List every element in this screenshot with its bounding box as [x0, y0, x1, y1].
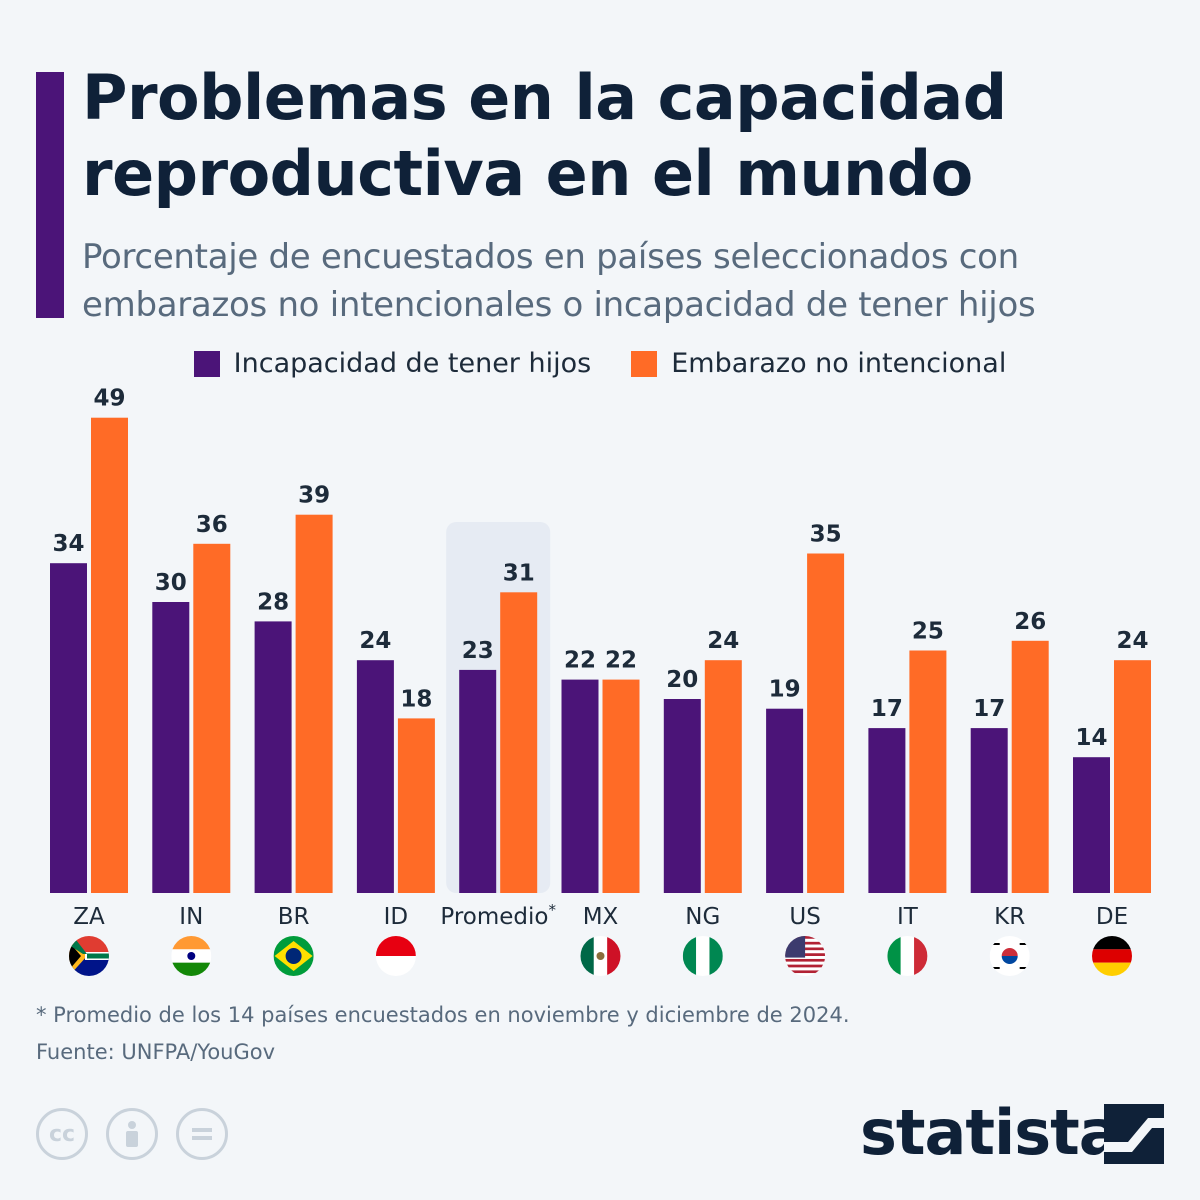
- data-label-id-series-1: 24: [359, 628, 391, 654]
- category-label-kr: KR: [994, 904, 1025, 930]
- statista-logo-text[interactable]: statista: [860, 1096, 1121, 1169]
- data-label-id-series-2: 18: [400, 686, 432, 712]
- bar-kr-series-2: [1011, 640, 1049, 893]
- bar-za-series-1: [50, 563, 87, 893]
- data-label-in-series-1: 30: [155, 570, 187, 596]
- data-label-it-series-2: 25: [912, 619, 944, 645]
- data-label-mx-series-1: 22: [564, 648, 596, 674]
- attribution-icon[interactable]: [106, 1108, 158, 1160]
- data-label-promedio-series-2: 31: [503, 560, 535, 586]
- data-label-kr-series-1: 17: [973, 696, 1005, 722]
- chart-subtitle: Porcentaje de encuestados en países sele…: [82, 237, 1036, 325]
- mx-flag-icon: [580, 936, 621, 976]
- bar-de-series-1: [1073, 757, 1110, 893]
- data-label-mx-series-2: 22: [605, 648, 637, 674]
- data-label-de-series-2: 24: [1116, 628, 1148, 654]
- data-label-br-series-2: 39: [298, 483, 330, 509]
- in-flag-icon: [171, 936, 212, 976]
- bar-it-series-2: [909, 650, 947, 893]
- category-label-in: IN: [179, 904, 203, 930]
- data-label-kr-series-2: 26: [1014, 609, 1046, 635]
- it-flag-icon: [887, 936, 928, 976]
- bar-mx-series-1: [561, 679, 599, 893]
- legend-label-series-2: Embarazo no intencional: [671, 348, 1007, 379]
- legend-label-series-1: Incapacidad de tener hijos: [233, 348, 592, 379]
- kr-flag-icon: [989, 936, 1030, 976]
- br-flag-icon: [273, 936, 314, 976]
- bar-promedio-series-2: [500, 592, 538, 893]
- source-note: Fuente: UNFPA/YouGov: [36, 1040, 276, 1064]
- data-label-us-series-2: 35: [810, 522, 842, 548]
- bar-br-series-1: [254, 621, 292, 893]
- category-label-mx: MX: [583, 904, 619, 930]
- data-label-us-series-1: 19: [769, 677, 801, 703]
- data-label-ng-series-1: 20: [666, 667, 698, 693]
- data-label-ng-series-2: 24: [707, 628, 739, 654]
- bar-ng-series-2: [704, 660, 742, 893]
- bar-mx-series-2: [602, 679, 640, 893]
- de-flag-icon: [1092, 936, 1132, 976]
- chart-title: Problemas en la capacidad reproductiva e…: [82, 61, 1007, 210]
- legend-swatch-series-2: [631, 350, 658, 377]
- title-accent-bar: [36, 72, 64, 318]
- bar-in-series-2: [193, 543, 231, 893]
- category-label-promedio: Promedio*: [440, 901, 556, 930]
- footnote: * Promedio de los 14 países encuestados …: [36, 1003, 850, 1027]
- bar-br-series-2: [295, 514, 333, 893]
- bar-it-series-1: [868, 728, 906, 893]
- bar-kr-series-1: [970, 728, 1008, 893]
- data-label-de-series-1: 14: [1075, 725, 1107, 751]
- bar-ng-series-1: [663, 699, 701, 893]
- data-label-it-series-1: 17: [871, 696, 903, 722]
- data-label-za-series-2: 49: [93, 386, 125, 412]
- category-label-us: US: [789, 904, 820, 930]
- bar-chart: 34 49 ZA 30 36 IN 28 39 BR 24 18 ID 23 31 Promedio* 22 2…: [50, 386, 1151, 976]
- license-icons: cc: [36, 1108, 246, 1160]
- legend-item-series-2: Embarazo no intencional: [631, 348, 1006, 379]
- bar-promedio-series-1: [459, 669, 497, 893]
- bar-za-series-2: [91, 417, 128, 893]
- category-label-ng: NG: [685, 904, 720, 930]
- data-label-promedio-series-1: 23: [462, 638, 494, 664]
- category-label-it: IT: [897, 904, 919, 930]
- category-label-id: ID: [384, 904, 409, 930]
- ng-flag-icon: [682, 936, 723, 976]
- legend: Incapacidad de tener hijos Embarazo no i…: [0, 348, 1200, 379]
- bar-us-series-1: [766, 708, 804, 893]
- data-label-za-series-1: 34: [52, 531, 84, 557]
- id-flag-icon: [375, 936, 416, 976]
- bar-id-series-1: [356, 660, 394, 893]
- cc-icon[interactable]: cc: [36, 1108, 88, 1160]
- legend-item-series-1: Incapacidad de tener hijos: [193, 348, 592, 379]
- no-derivatives-icon[interactable]: [176, 1108, 228, 1160]
- data-label-br-series-1: 28: [257, 589, 289, 615]
- za-flag-icon: [69, 936, 109, 976]
- category-label-de: DE: [1096, 904, 1128, 930]
- bar-de-series-2: [1114, 660, 1151, 893]
- bar-id-series-2: [397, 718, 435, 893]
- data-label-in-series-2: 36: [196, 512, 228, 538]
- legend-swatch-series-1: [193, 350, 220, 377]
- us-flag-icon: [785, 936, 826, 976]
- category-label-br: BR: [278, 904, 310, 930]
- statista-logo-icon[interactable]: [1104, 1104, 1164, 1164]
- bar-us-series-2: [807, 553, 845, 893]
- bar-in-series-1: [152, 602, 190, 893]
- category-label-za: ZA: [73, 904, 105, 930]
